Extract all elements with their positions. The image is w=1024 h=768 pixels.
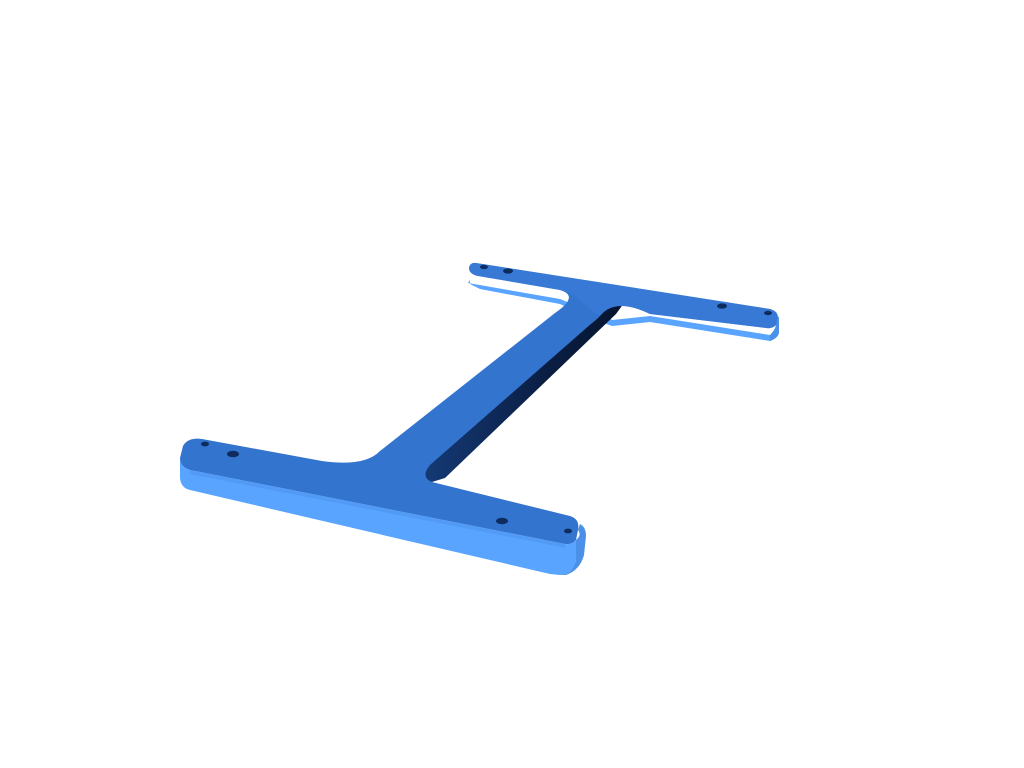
mounting-hole-icon — [480, 264, 488, 270]
mounting-hole-icon — [496, 517, 508, 525]
bottom-bar-front-face — [180, 458, 576, 575]
inner-channel-wall — [417, 303, 624, 482]
mounting-hole-icon — [227, 450, 239, 458]
top-bar-front-face — [468, 280, 770, 341]
bottom-bar-holes — [201, 441, 572, 534]
top-bar-top-face — [469, 262, 778, 329]
h-bracket-part — [180, 262, 780, 575]
bracket-top-face — [180, 262, 778, 545]
mounting-hole-icon — [201, 441, 209, 447]
mounting-hole-icon — [717, 303, 727, 309]
bottom-bar-right-end-face — [560, 524, 586, 575]
mounting-hole-icon — [764, 310, 772, 316]
top-bar-holes — [480, 264, 772, 316]
mounting-hole-icon — [503, 268, 513, 274]
bottom-bar-edge-shade — [190, 470, 566, 548]
mounting-hole-icon — [564, 528, 572, 534]
